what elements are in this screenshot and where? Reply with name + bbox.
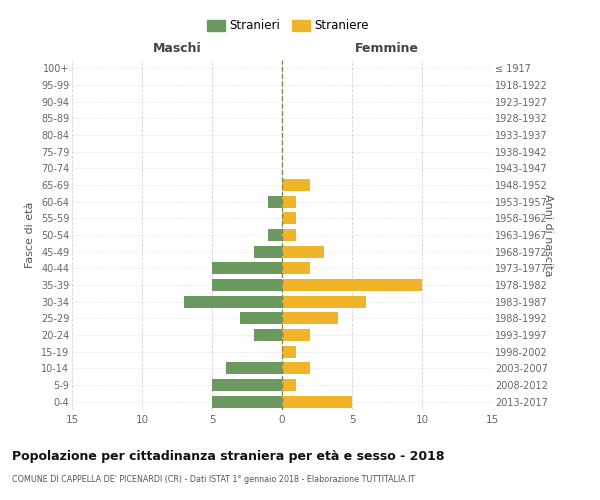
Bar (282, 329, 310, 341)
Bar (184, 296, 282, 308)
Bar (212, 379, 282, 391)
Text: Maschi: Maschi (152, 42, 202, 55)
Text: Popolazione per cittadinanza straniera per età e sesso - 2018: Popolazione per cittadinanza straniera p… (12, 450, 445, 463)
Bar (282, 229, 296, 241)
Bar (282, 396, 352, 407)
Bar (268, 196, 282, 207)
Bar (240, 312, 282, 324)
Bar (254, 246, 282, 258)
Y-axis label: Fasce di età: Fasce di età (25, 202, 35, 268)
Y-axis label: Anni di nascita: Anni di nascita (543, 194, 553, 276)
Legend: Stranieri, Straniere: Stranieri, Straniere (203, 16, 373, 36)
Bar (212, 396, 282, 407)
Bar (282, 312, 338, 324)
Bar (268, 229, 282, 241)
Text: Femmine: Femmine (355, 42, 419, 55)
Bar (282, 279, 422, 291)
Bar (282, 196, 296, 207)
Text: COMUNE DI CAPPELLA DE' PICENARDI (CR) - Dati ISTAT 1° gennaio 2018 - Elaborazion: COMUNE DI CAPPELLA DE' PICENARDI (CR) - … (12, 475, 415, 484)
Bar (282, 212, 296, 224)
Bar (282, 362, 310, 374)
Bar (282, 346, 296, 358)
Bar (282, 296, 366, 308)
Bar (226, 362, 282, 374)
Bar (212, 279, 282, 291)
Bar (282, 379, 296, 391)
Bar (282, 179, 310, 191)
Bar (254, 329, 282, 341)
Bar (212, 262, 282, 274)
Bar (282, 246, 324, 258)
Bar (282, 262, 310, 274)
